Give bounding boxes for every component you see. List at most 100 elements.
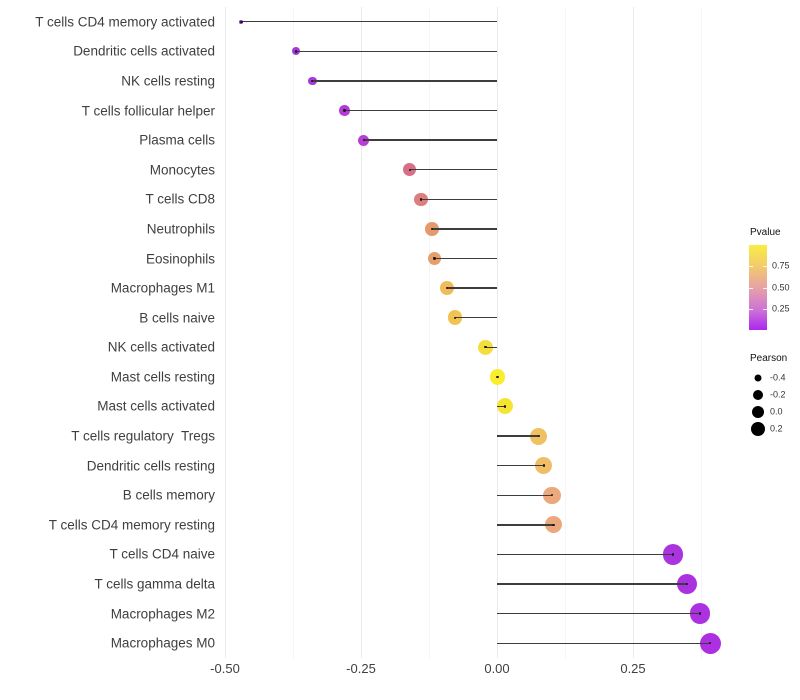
lollipop-segment [497, 642, 711, 644]
pearson-legend-label: -0.4 [770, 372, 786, 383]
y-axis-label: T cells CD4 memory activated [35, 14, 215, 30]
y-axis-label: NK cells resting [121, 73, 215, 89]
y-axis-label: T cells gamma delta [94, 576, 215, 592]
pvalue-colorbar-tick [749, 266, 753, 268]
gridline-major [497, 7, 498, 658]
segment-endpoint [310, 79, 314, 83]
lollipop-segment [497, 583, 687, 585]
segment-endpoint [550, 494, 554, 497]
y-axis-label: T cells CD4 naive [109, 546, 215, 562]
gridline-minor [565, 7, 566, 658]
lollipop-segment [497, 464, 544, 467]
pvalue-tick-label: 0.75 [772, 260, 790, 271]
y-axis-label: Macrophages M2 [110, 605, 215, 621]
y-axis-label: T cells CD8 [145, 191, 215, 207]
y-axis-label: B cells naive [139, 309, 215, 325]
x-axis-tick-label: -0.50 [210, 661, 240, 676]
gridline-minor [701, 7, 702, 658]
pearson-legend-label: 0.0 [770, 406, 783, 417]
pvalue-colorbar-tick [763, 309, 767, 311]
lollipop-segment [312, 80, 497, 82]
x-axis-tick-label: 0.00 [484, 661, 510, 676]
pearson-legend-dot [751, 406, 764, 418]
y-axis-label: T cells regulatory Tregs [71, 428, 215, 444]
lollipop-segment [431, 228, 497, 230]
y-axis-label: Dendritic cells resting [86, 457, 215, 473]
segment-endpoint [430, 227, 433, 231]
lollipop-segment [446, 287, 497, 289]
segment-endpoint [445, 286, 449, 290]
segment-endpoint [542, 464, 545, 467]
lollipop-segment [497, 435, 539, 437]
segment-endpoint [419, 198, 423, 201]
segment-endpoint [343, 109, 346, 112]
y-axis-label: Neutrophils [146, 221, 215, 237]
lollipop-segment [344, 109, 497, 112]
pvalue-colorbar [749, 245, 767, 330]
x-axis-tick-label: -0.25 [346, 661, 376, 676]
lollipop-segment [363, 139, 497, 141]
segment-endpoint [496, 375, 499, 379]
y-axis-label: Mast cells resting [110, 369, 215, 385]
segment-endpoint [537, 434, 541, 438]
y-axis-label: Monocytes [149, 162, 215, 177]
lollipop-segment [295, 50, 497, 53]
gridline-minor [429, 7, 430, 658]
segment-endpoint [484, 346, 487, 349]
y-axis-label: B cells memory [122, 487, 215, 503]
y-axis-label: NK cells activated [107, 339, 215, 355]
pearson-legend-dot [754, 374, 761, 382]
lollipop-segment [497, 494, 552, 496]
pvalue-tick-label: 0.25 [772, 303, 790, 314]
gridline-minor [293, 7, 294, 658]
pvalue-legend-title: Pvalue [750, 227, 781, 238]
segment-endpoint [698, 612, 702, 615]
y-axis-label: Macrophages M1 [110, 280, 215, 296]
pvalue-colorbar-tick [749, 287, 753, 289]
segment-endpoint [240, 20, 243, 23]
segment-endpoint [408, 168, 412, 171]
lollipop-segment [409, 169, 497, 171]
y-axis-label: Dendritic cells activated [73, 43, 215, 59]
lollipop-segment [497, 524, 554, 526]
gridline-major [633, 7, 634, 658]
y-axis-label: Plasma cells [139, 132, 215, 148]
x-axis-tick-label: 0.25 [620, 661, 646, 676]
segment-endpoint [552, 523, 555, 527]
pearson-legend-label: 0.2 [770, 423, 783, 434]
pearson-legend-label: -0.2 [770, 389, 786, 400]
lollipop-segment [434, 257, 497, 260]
segment-endpoint [294, 50, 297, 53]
lollipop-segment [485, 346, 497, 348]
lollipop-segment [455, 317, 497, 319]
segment-endpoint [362, 138, 365, 142]
y-axis-label: T cells CD4 memory resting [48, 517, 215, 533]
pvalue-colorbar-tick [763, 287, 767, 289]
pearson-legend-dot [750, 422, 765, 436]
y-axis-label: T cells follicular helper [81, 102, 215, 118]
pvalue-colorbar-tick [763, 266, 767, 268]
segment-endpoint [709, 642, 712, 645]
segment-endpoint [453, 316, 457, 319]
segment-endpoint [671, 553, 674, 556]
segment-endpoint [433, 257, 436, 260]
gridline-major [225, 7, 226, 658]
lollipop-segment [497, 612, 700, 615]
lollipop-segment [420, 198, 497, 201]
y-axis-label: Macrophages M0 [110, 635, 215, 651]
pvalue-tick-label: 0.50 [772, 282, 790, 293]
segment-endpoint [685, 582, 689, 586]
lollipop-segment [497, 405, 506, 408]
pearson-legend-title: Pearson [750, 353, 788, 364]
lollipop-segment [497, 553, 673, 556]
y-axis-label: Mast cells activated [97, 398, 215, 414]
pvalue-colorbar-tick [749, 309, 753, 311]
lollipop-segment [241, 21, 497, 23]
y-axis-label: Eosinophils [145, 250, 215, 266]
segment-endpoint [503, 405, 507, 408]
